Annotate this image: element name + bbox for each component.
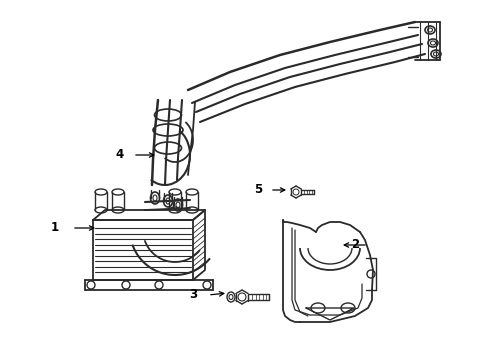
Text: 1: 1 bbox=[51, 221, 59, 234]
Text: 2: 2 bbox=[350, 238, 358, 252]
Circle shape bbox=[203, 281, 210, 289]
Text: 3: 3 bbox=[188, 288, 197, 301]
Circle shape bbox=[87, 281, 95, 289]
Circle shape bbox=[155, 281, 163, 289]
Text: 4: 4 bbox=[116, 148, 124, 162]
Circle shape bbox=[122, 281, 130, 289]
Text: 5: 5 bbox=[253, 184, 262, 197]
